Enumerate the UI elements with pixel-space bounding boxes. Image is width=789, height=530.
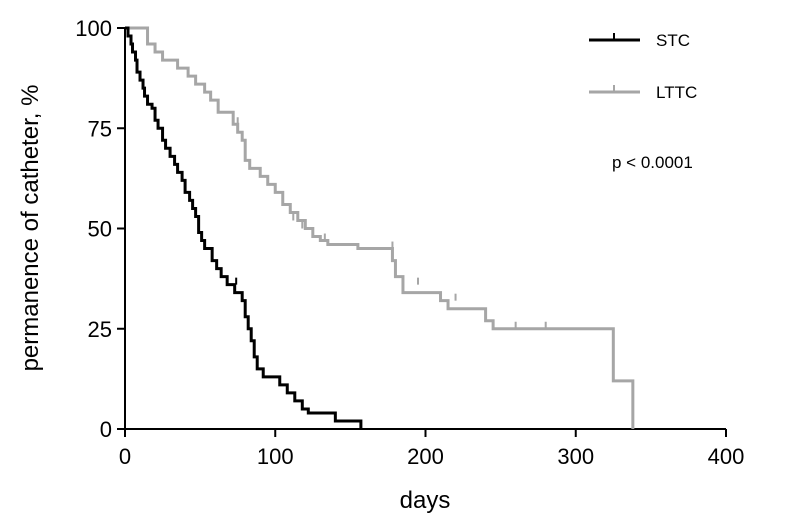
axes: 0 100 200 300 400 0 25 50 75 100 [75, 16, 744, 469]
y-tick-label: 25 [88, 317, 112, 342]
legend-label: STC [656, 31, 690, 50]
series-layer [125, 26, 635, 429]
y-tick-label: 0 [100, 417, 112, 442]
y-tick-label: 50 [88, 217, 112, 242]
x-tick-label: 300 [557, 444, 594, 469]
series-line-lttc [125, 26, 635, 429]
x-axis-title: days [400, 487, 451, 514]
p-value-annotation: p < 0.0001 [612, 153, 693, 172]
legend-item-lttc: LTTC [589, 83, 697, 102]
legend-label: LTTC [656, 83, 697, 102]
y-tick-label: 100 [75, 16, 112, 41]
x-tick-label: 0 [119, 444, 131, 469]
series-line-stc [125, 26, 363, 429]
y-tick-label: 75 [88, 116, 112, 141]
legend: STC LTTC [589, 31, 697, 102]
x-tick-label: 200 [407, 444, 444, 469]
x-tick-label: 100 [257, 444, 294, 469]
legend-item-stc: STC [589, 31, 690, 50]
y-axis-title: permanence of catheter, % [17, 85, 44, 372]
x-tick-label: 400 [708, 444, 745, 469]
